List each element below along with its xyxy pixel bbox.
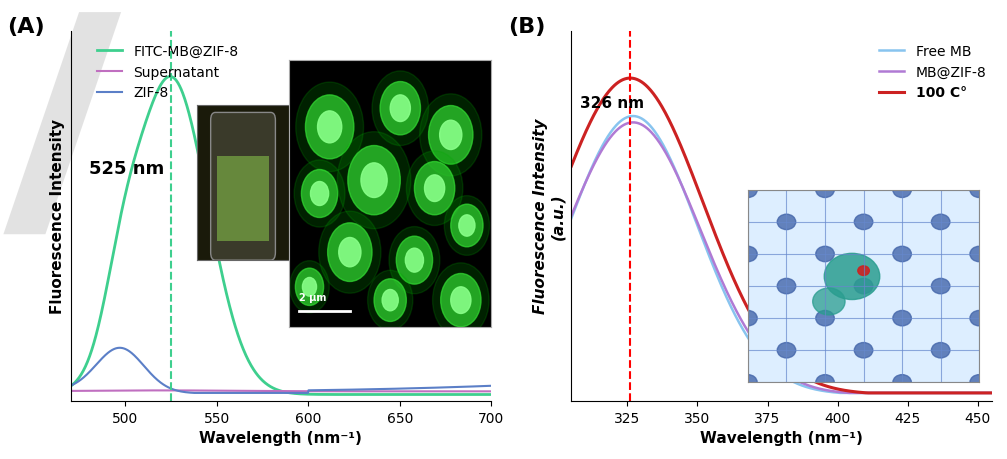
FITC-MB@ZIF-8 [384,392,396,397]
100 C° [986,390,998,396]
Text: 525 nm: 525 nm [89,160,164,178]
Free MB [814,388,826,393]
Legend: Free MB, MB@ZIF-8, 100 C°: Free MB, MB@ZIF-8, 100 C° [874,39,992,106]
Line: FITC-MB@ZIF-8: FITC-MB@ZIF-8 [70,77,491,395]
Line: Supernatant: Supernatant [70,391,491,392]
100 C° [624,76,636,82]
ZIF-8 [321,387,333,393]
MB@ZIF-8 [756,349,768,354]
MB@ZIF-8 [986,390,998,396]
Free MB [835,390,847,396]
Text: 326 nm: 326 nm [580,95,643,110]
MB@ZIF-8 [640,126,653,131]
Supernatant [333,389,345,394]
Supernatant [485,389,497,394]
ZIF-8 [333,387,345,393]
100 C° [883,390,895,396]
MB@ZIF-8 [627,120,639,126]
Free MB [627,114,639,119]
Free MB [848,390,860,396]
Supernatant [320,389,332,394]
ZIF-8 [485,383,497,389]
100 C° [862,390,874,396]
Supernatant [64,388,77,394]
MB@ZIF-8 [814,386,826,392]
FITC-MB@ZIF-8 [64,384,77,389]
MB@ZIF-8 [565,213,577,219]
Free MB [565,216,577,222]
Legend: FITC-MB@ZIF-8, Supernatant, ZIF-8: FITC-MB@ZIF-8, Supernatant, ZIF-8 [92,39,244,106]
Supernatant [384,389,396,394]
Supernatant [309,389,321,394]
FITC-MB@ZIF-8 [309,392,321,397]
ZIF-8 [188,390,200,396]
Supernatant [427,389,439,394]
FITC-MB@ZIF-8 [427,392,439,397]
Line: Free MB: Free MB [571,117,992,393]
100 C° [640,84,653,90]
MB@ZIF-8 [674,179,686,185]
ZIF-8 [385,386,397,392]
ZIF-8 [114,345,126,351]
MB@ZIF-8 [883,390,895,396]
FITC-MB@ZIF-8 [91,331,103,337]
ZIF-8 [91,362,103,367]
X-axis label: Wavelength (nm⁻¹): Wavelength (nm⁻¹) [199,430,363,445]
Y-axis label: Fluorescence Intensity: Fluorescence Intensity [50,119,65,313]
FITC-MB@ZIF-8 [333,392,345,397]
Free MB [640,120,653,125]
MB@ZIF-8 [848,390,860,396]
Supernatant [156,388,168,393]
100 C° [674,142,686,148]
FITC-MB@ZIF-8 [164,74,176,80]
ZIF-8 [428,385,440,391]
ZIF-8 [64,383,77,388]
ZIF-8 [310,387,322,393]
Free MB [674,179,686,185]
Line: MB@ZIF-8: MB@ZIF-8 [571,123,992,393]
Polygon shape [3,13,121,235]
X-axis label: Wavelength (nm⁻¹): Wavelength (nm⁻¹) [700,430,863,445]
FITC-MB@ZIF-8 [485,392,497,397]
FITC-MB@ZIF-8 [320,392,332,397]
Line: 100 C°: 100 C° [571,79,992,393]
100 C° [847,389,859,394]
Text: (B): (B) [509,17,546,37]
MB@ZIF-8 [843,390,855,396]
100 C° [814,381,826,386]
Supernatant [91,388,103,394]
100 C° [565,164,577,169]
100 C° [756,331,768,336]
Free MB [756,355,768,360]
Y-axis label: Fluorescence Intensity
(a.u.): Fluorescence Intensity (a.u.) [534,119,566,314]
Line: ZIF-8: ZIF-8 [70,348,491,393]
Free MB [883,390,895,396]
Text: (A): (A) [8,17,45,37]
Free MB [986,390,998,396]
